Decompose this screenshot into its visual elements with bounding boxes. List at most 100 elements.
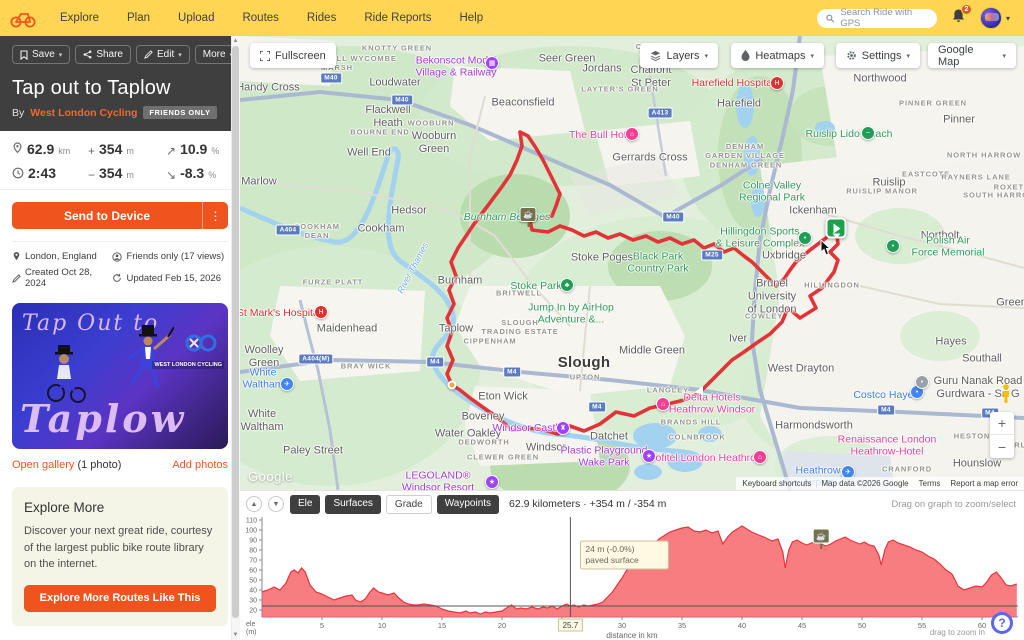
- zoom-out-button[interactable]: −: [997, 438, 1007, 455]
- distance-icon: [13, 142, 22, 154]
- search-placeholder: Search Ride with GPS: [840, 7, 913, 29]
- gallery-art-title-2: Taplow: [20, 396, 187, 441]
- map-zoom-control: + −: [990, 412, 1014, 458]
- fullscreen-icon: [260, 50, 270, 61]
- elevation-tab-grade[interactable]: Grade: [385, 494, 432, 514]
- svg-text:50: 50: [249, 578, 257, 585]
- attribution-link[interactable]: Report a map error: [950, 479, 1018, 488]
- svg-text:60: 60: [978, 621, 986, 630]
- svg-text:110: 110: [246, 518, 257, 525]
- photo-count: (1 photo): [77, 459, 122, 471]
- stat-gain: +354 m: [88, 141, 134, 158]
- svg-text:35: 35: [678, 621, 686, 630]
- heatmaps-button[interactable]: Heatmaps ▾: [731, 43, 824, 68]
- privacy-badge: FRIENDS ONLY: [143, 106, 217, 119]
- nav-item-routes[interactable]: Routes: [242, 12, 279, 24]
- route-visibility: Friends only (17 views): [112, 251, 228, 262]
- google-logo: Google: [248, 469, 293, 484]
- attribution-link[interactable]: Terms: [918, 479, 941, 488]
- nav-item-plan[interactable]: Plan: [127, 12, 151, 24]
- edit-button[interactable]: Edit ▾: [136, 45, 190, 64]
- search-icon: [826, 14, 835, 22]
- club-name: WEST LONDON CYCLING: [152, 361, 224, 369]
- nav-item-upload[interactable]: Upload: [178, 12, 215, 24]
- author-link[interactable]: West London Cycling: [30, 106, 138, 119]
- elevation-tab-ele[interactable]: Ele: [290, 494, 321, 514]
- zoom-in-button[interactable]: +: [990, 412, 1014, 435]
- nav-menu: Explore Plan Upload Routes Rides Ride Reports…: [60, 12, 483, 24]
- dancer-figure: [126, 325, 174, 388]
- scroll-down-arrow[interactable]: ▼: [232, 632, 239, 638]
- attribution-link[interactable]: Map data ©2026 Google: [821, 479, 909, 488]
- share-icon: [83, 50, 92, 59]
- svg-text:40: 40: [738, 621, 746, 630]
- pegman-icon[interactable]: [1000, 384, 1012, 404]
- svg-text:24 m (-0.0%): 24 m (-0.0%): [585, 544, 634, 554]
- nav-item-help[interactable]: Help: [459, 12, 484, 24]
- svg-text:distance in km: distance in km: [606, 631, 657, 639]
- stat-distance: 62.9 km: [12, 141, 88, 157]
- fullscreen-button[interactable]: Fullscreen: [250, 43, 336, 68]
- send-options-kebab[interactable]: ⋮: [202, 202, 228, 229]
- attribution-link[interactable]: Keyboard shortcuts: [742, 479, 812, 488]
- send-to-device-button[interactable]: Send to Device: [12, 202, 202, 229]
- route-sidebar: Save▾ Share Edit▾ More▾ Tap out to Taplo…: [0, 36, 240, 640]
- route-start-marker[interactable]: [825, 217, 847, 239]
- account-menu[interactable]: ▾: [979, 7, 1010, 29]
- save-button[interactable]: Save ▾: [12, 45, 71, 64]
- stat-max-grade: ↗ 10.9%: [166, 141, 220, 158]
- svg-text:45: 45: [798, 621, 806, 630]
- poi-dot-marker[interactable]: [447, 380, 457, 390]
- open-gallery-link[interactable]: Open gallery: [12, 459, 75, 471]
- elevation-tab-waypoints[interactable]: Waypoints: [436, 494, 500, 514]
- photo-waypoint-marker[interactable]: ☕: [519, 207, 537, 222]
- route-meta: London, England Friends only (17 views) …: [12, 241, 228, 289]
- layers-button[interactable]: Layers ▾: [640, 43, 718, 68]
- clock-icon: [12, 167, 24, 179]
- drag-hint: Drag on graph to zoom/select: [891, 498, 1016, 510]
- notifications-button[interactable]: 2: [951, 3, 972, 29]
- explore-more-button[interactable]: Explore More Routes Like This: [24, 584, 216, 612]
- route-map[interactable]: Handy Cross Loudwater Flackwell Heath Woobu…: [240, 36, 1024, 490]
- search-input[interactable]: Search Ride with GPS: [816, 7, 937, 29]
- svg-text:80: 80: [249, 548, 257, 555]
- route-gallery-image[interactable]: Tap Out to Taplow WEST LONDON CYCLING: [12, 303, 228, 449]
- route-polyline: [445, 130, 840, 436]
- play-icon: [833, 223, 841, 233]
- svg-text:60: 60: [249, 568, 257, 575]
- share-button[interactable]: Share: [75, 45, 131, 64]
- nav-item-ride-reports[interactable]: Ride Reports: [364, 12, 432, 24]
- svg-text:20: 20: [498, 621, 506, 630]
- by-label: By: [12, 106, 25, 119]
- add-photos-link[interactable]: Add photos: [172, 459, 228, 471]
- help-button[interactable]: ?: [991, 612, 1013, 634]
- elevation-tab-surfaces[interactable]: Surfaces: [325, 494, 381, 514]
- explore-more-title: Explore More: [24, 500, 105, 515]
- stat-time: 2:43: [12, 165, 88, 181]
- settings-button[interactable]: Settings ▾: [835, 43, 920, 68]
- map-canvas: [240, 36, 1024, 490]
- svg-text:ele: ele: [246, 621, 255, 628]
- person-icon: [112, 251, 123, 262]
- expand-panel-button[interactable]: ▼: [268, 496, 284, 512]
- collapse-panel-button[interactable]: ▲: [246, 496, 262, 512]
- chevron-down-icon: ▾: [1005, 13, 1010, 23]
- mouse-cursor: [820, 240, 832, 256]
- pin-icon: [13, 252, 20, 261]
- nav-item-rides[interactable]: Rides: [306, 12, 337, 24]
- svg-text:20: 20: [249, 608, 257, 615]
- top-navbar: Explore Plan Upload Routes Rides Ride Reports…: [0, 0, 1024, 36]
- sidebar-scrollbar[interactable]: ▲ ▼: [231, 36, 240, 640]
- map-type-select[interactable]: Google Map ▾: [928, 43, 1016, 68]
- elevation-chart[interactable]: 2030405060708090100110510152025303540455…: [240, 513, 1024, 640]
- layers-icon: [651, 50, 661, 61]
- cyclist-figure: [47, 345, 86, 403]
- scrollbar-thumb[interactable]: [232, 46, 239, 618]
- elevation-tabs: Ele Surfaces Grade Waypoints: [290, 494, 500, 514]
- bookmark-icon: [20, 49, 28, 60]
- ridewithgps-logo[interactable]: [10, 8, 36, 28]
- svg-text:70: 70: [249, 558, 257, 565]
- scroll-up-arrow[interactable]: ▲: [232, 38, 239, 44]
- avatar: [979, 7, 1002, 29]
- nav-item-explore[interactable]: Explore: [60, 12, 99, 24]
